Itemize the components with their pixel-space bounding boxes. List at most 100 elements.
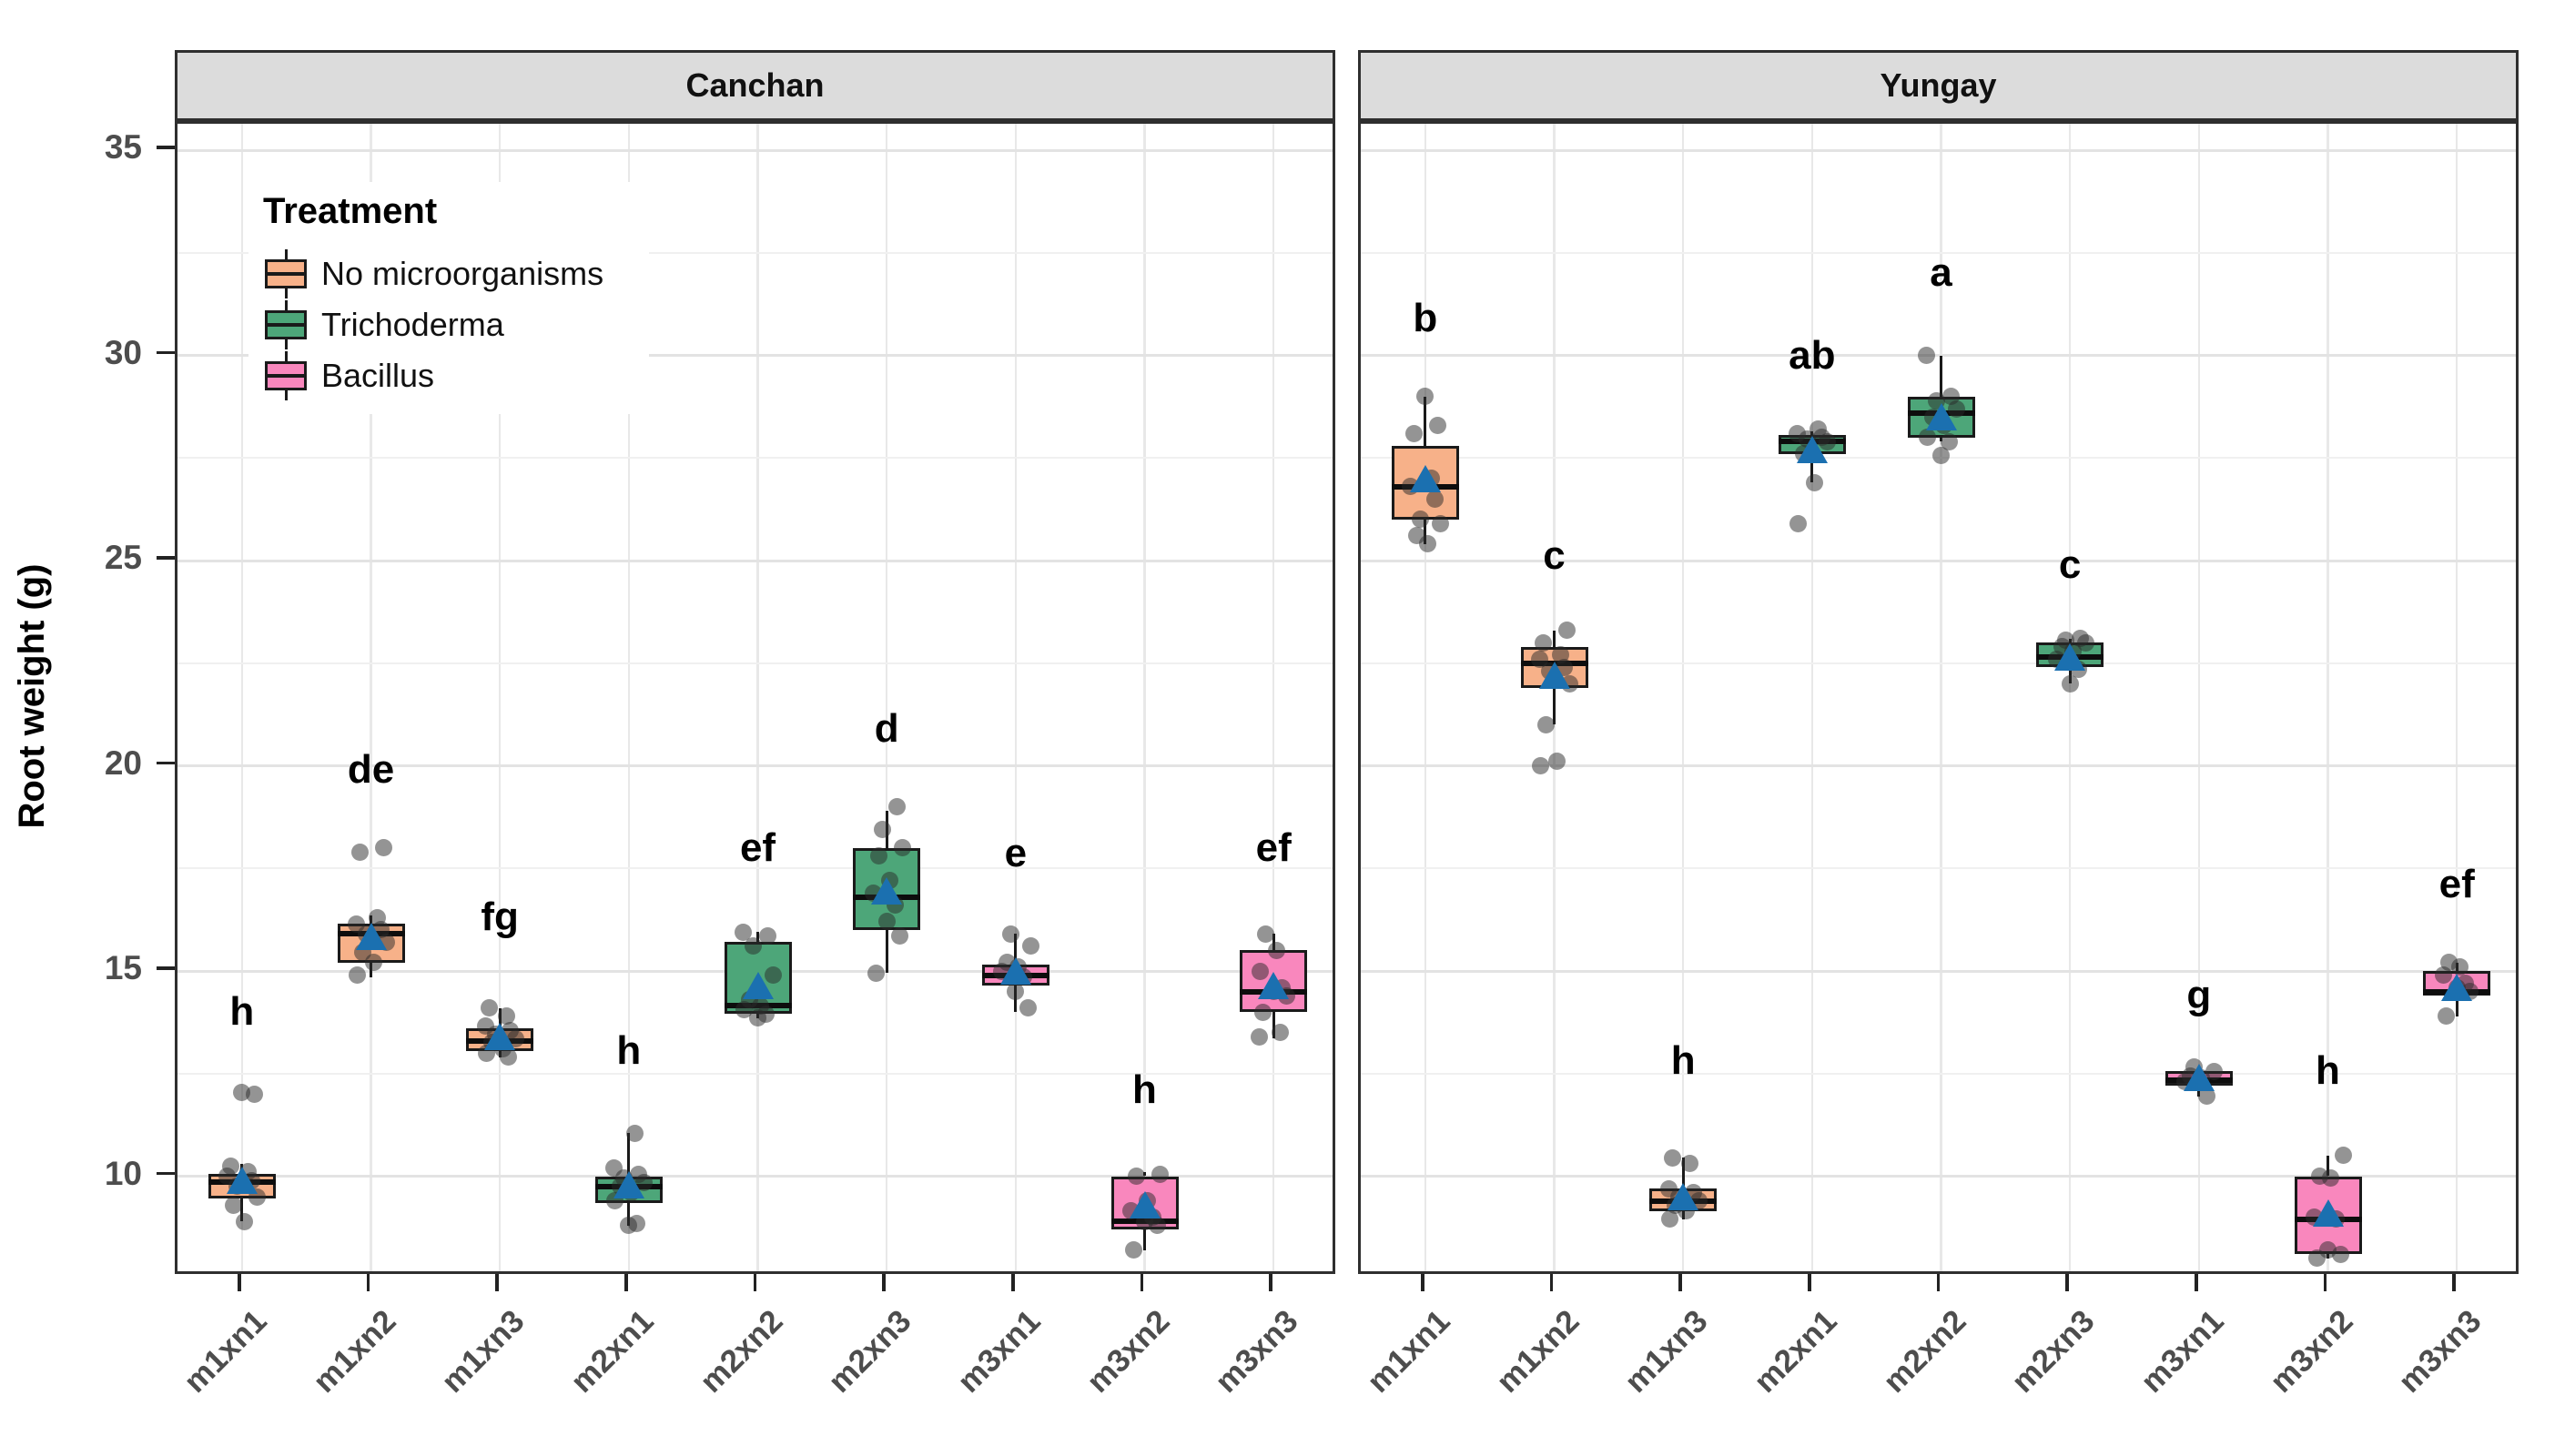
y-tick-label: 35 <box>104 128 142 166</box>
mean-triangle <box>742 971 774 999</box>
gridline-major <box>177 559 1333 562</box>
gridline-vertical <box>2327 124 2329 1271</box>
jitter-point <box>1151 1165 1169 1183</box>
boxplot-whisker-upper <box>1014 934 1018 966</box>
jitter-point <box>867 964 885 982</box>
mean-triangle <box>2183 1064 2215 1092</box>
y-tick-label: 25 <box>104 539 142 576</box>
gridline-minor <box>177 867 1333 870</box>
mean-triangle <box>1925 403 1957 431</box>
jitter-point <box>1412 511 1430 529</box>
jitter-point <box>1806 473 1824 491</box>
x-tick-mark <box>1808 1274 1811 1291</box>
y-tick-label: 15 <box>104 949 142 986</box>
gridline-major <box>1361 148 2516 152</box>
boxplot-whisker-upper <box>627 1133 631 1177</box>
x-tick-mark <box>753 1274 757 1291</box>
x-tick-mark <box>624 1274 628 1291</box>
y-tick-mark <box>157 966 176 970</box>
jitter-point <box>1125 1241 1142 1259</box>
boxplot-whisker-lower <box>627 1202 631 1226</box>
facet-strip-yungay: Yungay <box>1358 50 2519 121</box>
mean-triangle <box>484 1023 516 1051</box>
jitter-point <box>365 954 382 972</box>
gridline-vertical <box>885 124 888 1271</box>
jitter-point <box>1019 999 1038 1017</box>
x-tick-mark <box>2452 1274 2456 1291</box>
jitter-point <box>375 839 392 857</box>
jitter-point <box>236 1212 254 1230</box>
gridline-major <box>1361 969 2516 973</box>
legend-item-label: No microorganisms <box>321 255 604 292</box>
gridline-vertical <box>1940 124 1942 1271</box>
jitter-point <box>2061 674 2079 693</box>
gridline-vertical <box>370 124 372 1271</box>
y-tick-label: 30 <box>104 333 142 371</box>
gridline-minor <box>1361 662 2516 664</box>
jitter-point <box>1919 429 1936 447</box>
mean-triangle <box>2441 974 2473 1002</box>
gridline-vertical <box>2068 124 2072 1271</box>
gridline-vertical <box>756 124 759 1271</box>
x-tick-mark <box>1421 1274 1424 1291</box>
x-tick-mark <box>495 1274 499 1291</box>
jitter-point <box>2450 957 2469 976</box>
jitter-point <box>1663 1148 1681 1167</box>
jitter-point <box>1271 1024 1289 1042</box>
significance-letter: ef <box>1255 824 1292 870</box>
legend-item-trichoderma: Trichoderma <box>258 299 640 350</box>
x-tick-label: m2xn1 <box>1747 1303 1844 1400</box>
x-tick-label: m3xn2 <box>2263 1303 2360 1400</box>
jitter-point <box>349 966 366 984</box>
gridline-vertical <box>1143 124 1146 1271</box>
boxplot-whisker-lower <box>885 929 888 974</box>
boxplot-whisker-lower <box>1553 687 1556 725</box>
gridline-major <box>177 148 1333 152</box>
x-tick-label: m1xn3 <box>434 1303 532 1400</box>
jitter-point <box>1149 1217 1166 1235</box>
boxplot-whisker-lower <box>1424 519 1427 544</box>
jitter-point <box>620 1217 638 1235</box>
boxplot-whisker-upper <box>1681 1158 1685 1189</box>
y-tick-mark <box>157 1171 176 1176</box>
x-tick-mark <box>1269 1274 1272 1291</box>
legend-item-bacillus: Bacillus <box>258 350 640 401</box>
x-tick-mark <box>882 1274 886 1291</box>
x-tick-mark <box>1549 1274 1554 1291</box>
x-tick-mark <box>2065 1274 2069 1291</box>
gridline-major <box>1361 1175 2516 1178</box>
gridline-vertical <box>1681 124 1685 1271</box>
gridline-major <box>177 354 1333 357</box>
significance-letter: ef <box>2438 862 2475 907</box>
x-tick-label: m1xn1 <box>1360 1303 1457 1400</box>
gridline-minor <box>177 662 1333 664</box>
jitter-point <box>1253 1003 1272 1021</box>
jitter-point <box>1918 347 1935 364</box>
jitter-point <box>759 927 776 945</box>
facet-strip-canchan: Canchan <box>175 50 1335 121</box>
jitter-point <box>1558 622 1576 640</box>
jitter-point <box>1002 925 1020 943</box>
boxplot-whisker-upper <box>1424 396 1427 446</box>
jitter-point <box>1660 1210 1678 1228</box>
x-tick-mark <box>2323 1274 2327 1291</box>
jitter-point <box>873 820 891 838</box>
jitter-point <box>735 923 752 941</box>
boxplot-whisker-upper <box>756 932 759 943</box>
jitter-point <box>497 1007 515 1026</box>
jitter-point <box>2322 1169 2339 1188</box>
x-tick-mark <box>238 1274 241 1291</box>
x-tick-label: m2xn2 <box>693 1303 790 1400</box>
gridline-major <box>177 1175 1333 1178</box>
jitter-point <box>1022 937 1040 956</box>
jitter-point <box>1432 514 1450 532</box>
boxplot-whisker-upper <box>1553 630 1556 647</box>
panel-yungay: b c h ab a c g h ef <box>1358 121 2519 1274</box>
gridline-vertical <box>1272 124 1275 1271</box>
significance-letter: h <box>229 989 255 1035</box>
mean-triangle <box>871 877 903 905</box>
gridline-major <box>1361 354 2516 357</box>
mean-triangle <box>226 1167 258 1194</box>
legend-item-label: Bacillus <box>321 357 435 394</box>
facet-strip-label: Yungay <box>1880 66 1997 104</box>
